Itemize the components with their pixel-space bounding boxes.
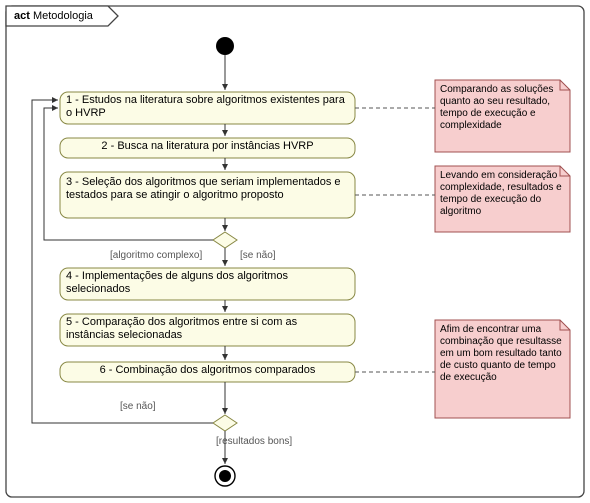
activity-5-text: 5 - Comparação dos algoritmos entre si c… xyxy=(66,316,349,342)
frame-title-text: Metodologia xyxy=(33,10,94,22)
note-3-text: Afim de encontrar uma combinação que res… xyxy=(440,324,566,384)
guard-d1-down: [se não] xyxy=(240,250,276,261)
guard-d1-left: [algoritmo complexo] xyxy=(110,250,202,261)
guard-d2-left: [se não] xyxy=(120,401,156,412)
activity-3-text: 3 - Seleção dos algoritmos que seriam im… xyxy=(66,176,349,202)
activity-diagram: act Metodologia 1 - Estudos na literatur… xyxy=(0,0,590,503)
activity-6-text: 6 - Combinação dos algoritmos comparados xyxy=(66,364,349,377)
decision-2 xyxy=(213,415,237,431)
decision-1 xyxy=(213,232,237,248)
frame-title: act Metodologia xyxy=(14,10,94,22)
note-2-text: Levando em consideração complexidade, re… xyxy=(440,170,566,218)
final-node-inner xyxy=(219,470,231,482)
initial-node xyxy=(216,37,234,55)
frame-title-prefix: act xyxy=(14,10,30,22)
activity-1-text: 1 - Estudos na literatura sobre algoritm… xyxy=(66,94,349,120)
guard-d2-down: [resultados bons] xyxy=(216,436,292,447)
activity-4-text: 4 - Implementações de alguns dos algorit… xyxy=(66,270,349,296)
note-1-text: Comparando as soluções quanto ao seu res… xyxy=(440,84,566,132)
activity-2-text: 2 - Busca na literatura por instâncias H… xyxy=(66,140,349,153)
